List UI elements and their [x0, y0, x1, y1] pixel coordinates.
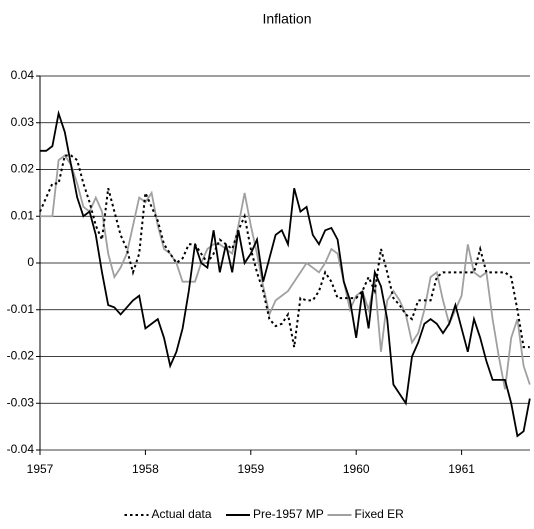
y-tick-label: -0.04: [7, 442, 35, 456]
line-series: [40, 109, 531, 438]
x-tick-label: 1957: [27, 462, 54, 476]
y-tick-label: -0.02: [7, 349, 35, 363]
y-tick-label: 0.04: [11, 68, 35, 82]
line-series: [40, 154, 531, 390]
legend-label: Pre-1957 MP: [253, 507, 324, 521]
y-tick-label: 0: [27, 255, 34, 269]
legend-label: Fixed ER: [355, 507, 405, 521]
line-series: [39, 154, 530, 349]
x-tick-label: 1961: [448, 462, 475, 476]
x-tick-label: 1959: [237, 462, 264, 476]
chart-title: Inflation: [262, 11, 311, 27]
legend-label: Actual data: [152, 507, 212, 521]
y-tick-label: 0.01: [11, 208, 35, 222]
x-tick-label: 1958: [132, 462, 159, 476]
x-tick-label: 1960: [343, 462, 370, 476]
y-tick-label: 0.02: [11, 162, 35, 176]
y-tick-label: -0.01: [7, 302, 35, 316]
y-tick-label: 0.03: [11, 115, 35, 129]
y-tick-label: -0.03: [7, 395, 35, 409]
